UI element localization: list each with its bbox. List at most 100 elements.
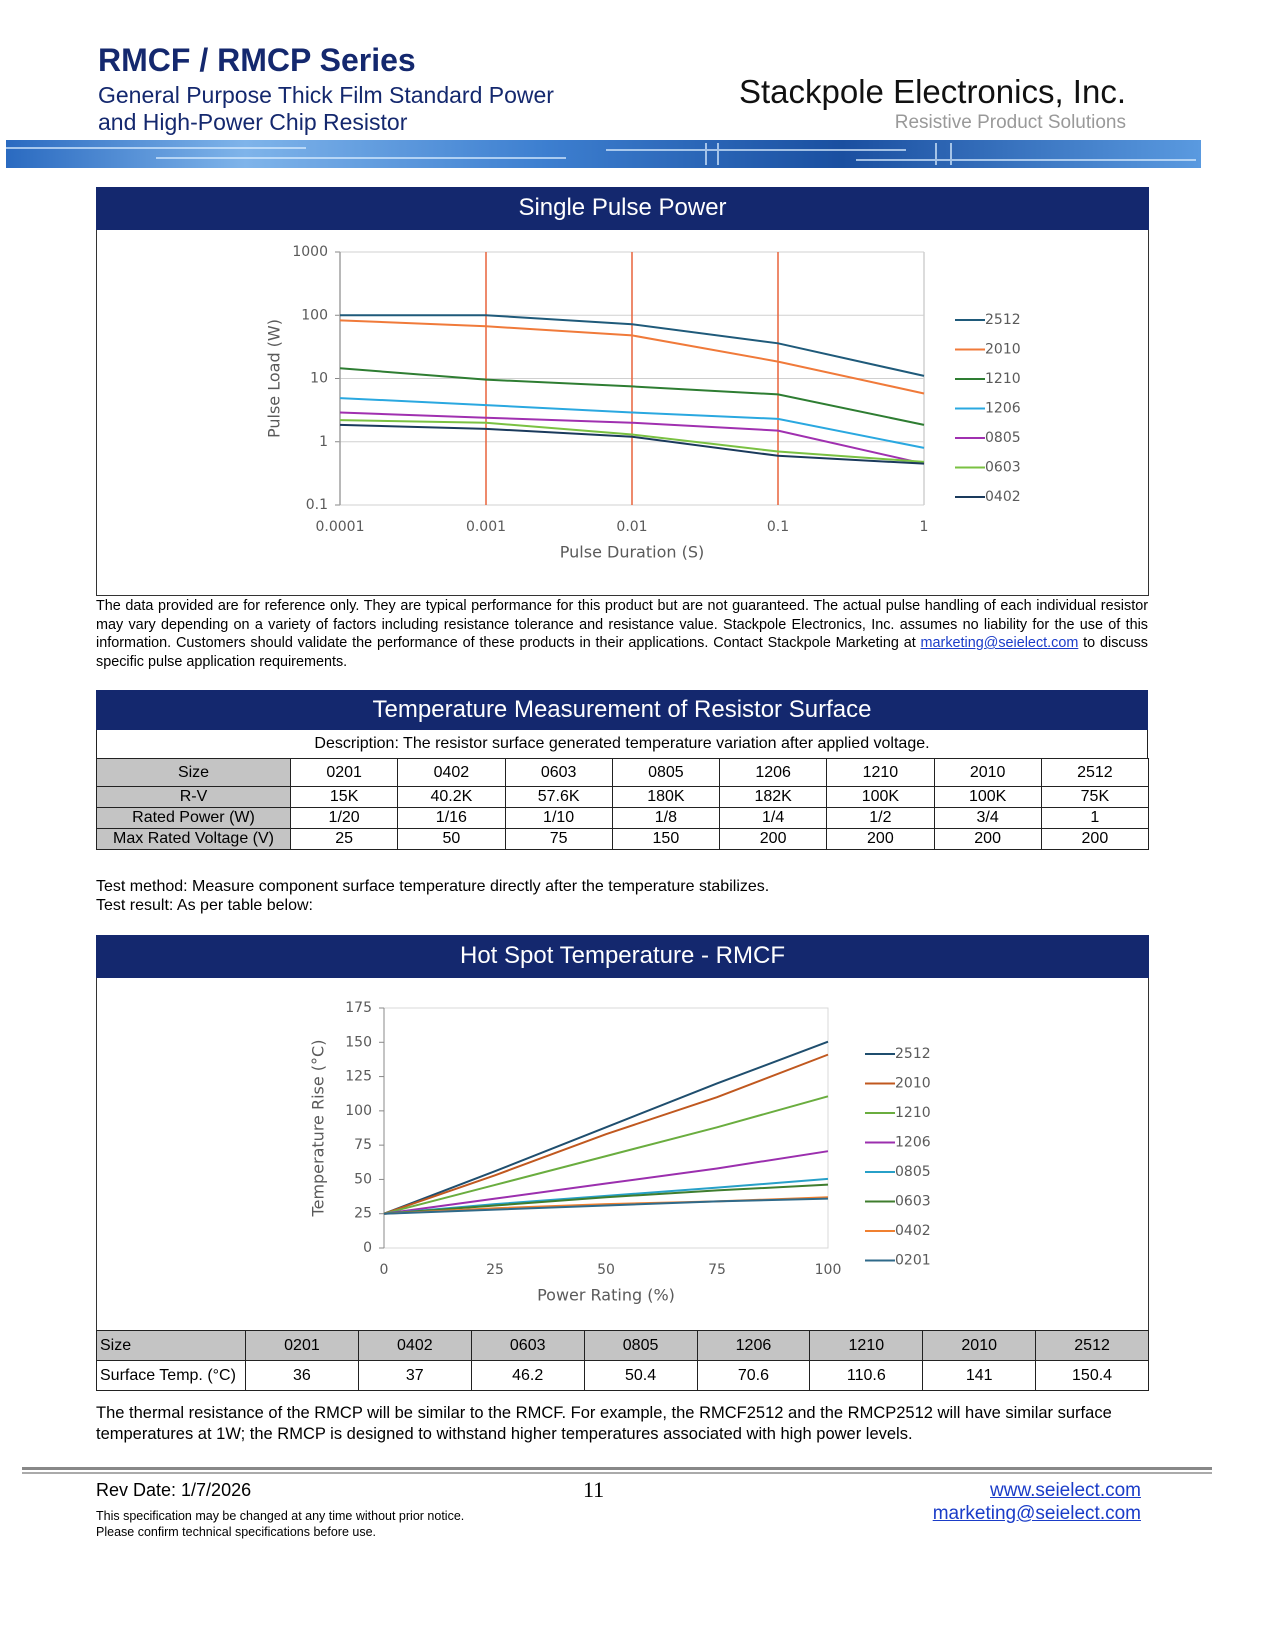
section-title: Temperature Measurement of Resistor Surf… bbox=[96, 690, 1148, 730]
table-cell: 2512 bbox=[1040, 758, 1150, 787]
website-link[interactable]: www.seielect.com bbox=[990, 1480, 1141, 1501]
table-cell: 1210 bbox=[809, 1330, 924, 1361]
surface-table: Size 0201 0402 0603 0805 1206 1210 2010 2512 Surf… bbox=[96, 1330, 1149, 1391]
x-tick-label: 0.0001 bbox=[316, 519, 365, 535]
table-cell: 150.4 bbox=[1035, 1360, 1149, 1391]
table-cell: 50.4 bbox=[583, 1360, 698, 1391]
table-cell: 0201 bbox=[289, 758, 399, 787]
table-row: Rated Power (W) 1/20 1/16 1/10 1/8 1/4 1/2 3/4 1 bbox=[96, 807, 1150, 829]
table-cell: 37 bbox=[357, 1360, 472, 1391]
legend-label: 2512 bbox=[895, 1046, 931, 1062]
series-line bbox=[339, 419, 925, 463]
series-line bbox=[383, 1197, 829, 1215]
spec-table: Size 0201 0402 0603 0805 1206 1210 2010 2512 R-V 1… bbox=[96, 758, 1150, 850]
y-tick-label: 125 bbox=[345, 1069, 372, 1085]
section-title: Single Pulse Power bbox=[96, 187, 1149, 230]
legend-label: 0805 bbox=[895, 1164, 931, 1180]
disclaimer: The data provided are for reference only… bbox=[96, 597, 1148, 671]
table-cell: 100K bbox=[933, 786, 1042, 808]
series-line bbox=[383, 1095, 829, 1215]
x-axis-label: Pulse Duration (S) bbox=[560, 543, 704, 562]
y-tick-label: 1000 bbox=[292, 244, 328, 260]
x-tick-label: 100 bbox=[815, 1262, 842, 1278]
rule bbox=[22, 1467, 1212, 1470]
series-line bbox=[339, 397, 925, 449]
company: Stackpole Electronics, Inc. bbox=[738, 73, 1126, 110]
table-cell: 70.6 bbox=[696, 1360, 811, 1391]
legend-label: 2010 bbox=[895, 1076, 931, 1092]
x-tick-label: 50 bbox=[597, 1262, 615, 1278]
table-cell: 36 bbox=[245, 1360, 359, 1391]
subtitle: and High-Power Chip Resistor bbox=[98, 109, 408, 135]
table-cell: 200 bbox=[1040, 828, 1150, 850]
table-cell: 57.6K bbox=[504, 786, 613, 808]
section-title: Hot Spot Temperature - RMCF bbox=[96, 935, 1149, 978]
test-method: Test method: Measure component surface t… bbox=[96, 878, 770, 895]
legend-label: 0805 bbox=[985, 430, 1021, 446]
series-line bbox=[339, 411, 925, 465]
chart: 0 25 50 75 100 125 150 175 0 25 50 75 100 Power Ratin… bbox=[309, 1000, 931, 1305]
table-cell: 180K bbox=[611, 786, 721, 808]
x-tick-label: 25 bbox=[486, 1262, 504, 1278]
table-cell: 0805 bbox=[583, 1330, 698, 1361]
y-tick-label: 0.1 bbox=[306, 497, 328, 513]
table-cell: 2512 bbox=[1035, 1330, 1149, 1361]
y-tick-label: 100 bbox=[345, 1103, 372, 1119]
x-tick-label: 75 bbox=[708, 1262, 726, 1278]
y-axis-label: Temperature Rise (°C) bbox=[309, 1040, 328, 1218]
table-cell: Size bbox=[96, 758, 291, 787]
legend-label: 0603 bbox=[895, 1194, 931, 1210]
table-cell: 1/4 bbox=[718, 807, 828, 829]
table-row: R-V 15K 40.2K 57.6K 180K 182K 100K 100K 75K bbox=[96, 786, 1150, 808]
table-cell: 1/10 bbox=[504, 807, 613, 829]
table-cell: 0402 bbox=[397, 758, 506, 787]
header-band bbox=[6, 140, 1201, 168]
table-cell: 40.2K bbox=[397, 786, 506, 808]
table-cell: 2010 bbox=[933, 758, 1042, 787]
email-link[interactable]: marketing@seielect.com bbox=[920, 635, 1079, 651]
table-cell: 1206 bbox=[718, 758, 828, 787]
table-cell: R-V bbox=[96, 786, 291, 808]
legend-label: 0402 bbox=[895, 1223, 931, 1239]
series-line bbox=[383, 1183, 829, 1215]
series-line bbox=[339, 319, 925, 395]
x-tick-label: 0.001 bbox=[466, 519, 506, 535]
y-tick-label: 25 bbox=[354, 1206, 372, 1222]
table-row: Size 0201 0402 0603 0805 1206 1210 2010 2512 bbox=[96, 1330, 1149, 1361]
table-cell: 200 bbox=[933, 828, 1042, 850]
table-cell: Size bbox=[96, 1330, 246, 1361]
email-link[interactable]: marketing@seielect.com bbox=[932, 1503, 1141, 1524]
table-description: Description: The resistor surface genera… bbox=[96, 730, 1148, 759]
y-tick-label: 50 bbox=[354, 1171, 372, 1187]
y-tick-label: 75 bbox=[354, 1137, 372, 1153]
x-tick-label: 0 bbox=[380, 1262, 389, 1278]
series-line bbox=[383, 1040, 829, 1215]
chart: 0.1 1 10 100 1000 0.0001 0.001 0.01 0.1 1 Pulse Du… bbox=[265, 244, 1021, 562]
x-axis-label: Power Rating (%) bbox=[537, 1286, 675, 1305]
x-tick-label: 0.1 bbox=[767, 519, 789, 535]
disclaimer-text: The data provided are for reference only… bbox=[96, 598, 1148, 651]
table-cell: 75K bbox=[1040, 786, 1150, 808]
table-cell: 50 bbox=[397, 828, 506, 850]
notice: This specification may be changed at any… bbox=[96, 1509, 465, 1523]
table-cell: 0201 bbox=[245, 1330, 359, 1361]
rev-date: Rev Date: 1/7/2026 bbox=[96, 1480, 252, 1500]
table-cell: 1/8 bbox=[611, 807, 721, 829]
table-cell: 15K bbox=[289, 786, 399, 808]
table-cell: 25 bbox=[289, 828, 399, 850]
legend-label: 0603 bbox=[985, 460, 1021, 476]
notice: Please confirm technical specifications … bbox=[96, 1525, 377, 1539]
table-cell: 1 bbox=[1040, 807, 1150, 829]
table-cell: Rated Power (W) bbox=[96, 807, 291, 829]
table-cell: 2010 bbox=[922, 1330, 1037, 1361]
table-cell: 182K bbox=[718, 786, 828, 808]
table-cell: 46.2 bbox=[470, 1360, 585, 1391]
table-cell: Surface Temp. (°C) bbox=[96, 1360, 246, 1391]
y-axis-label: Pulse Load (W) bbox=[265, 319, 284, 438]
subtitle: General Purpose Thick Film Standard Powe… bbox=[98, 82, 554, 108]
series-line bbox=[340, 314, 925, 377]
table-cell: 150 bbox=[611, 828, 721, 850]
table-cell: 0402 bbox=[357, 1330, 472, 1361]
page-number: 11 bbox=[583, 1477, 605, 1502]
legend-label: 1210 bbox=[985, 371, 1021, 387]
